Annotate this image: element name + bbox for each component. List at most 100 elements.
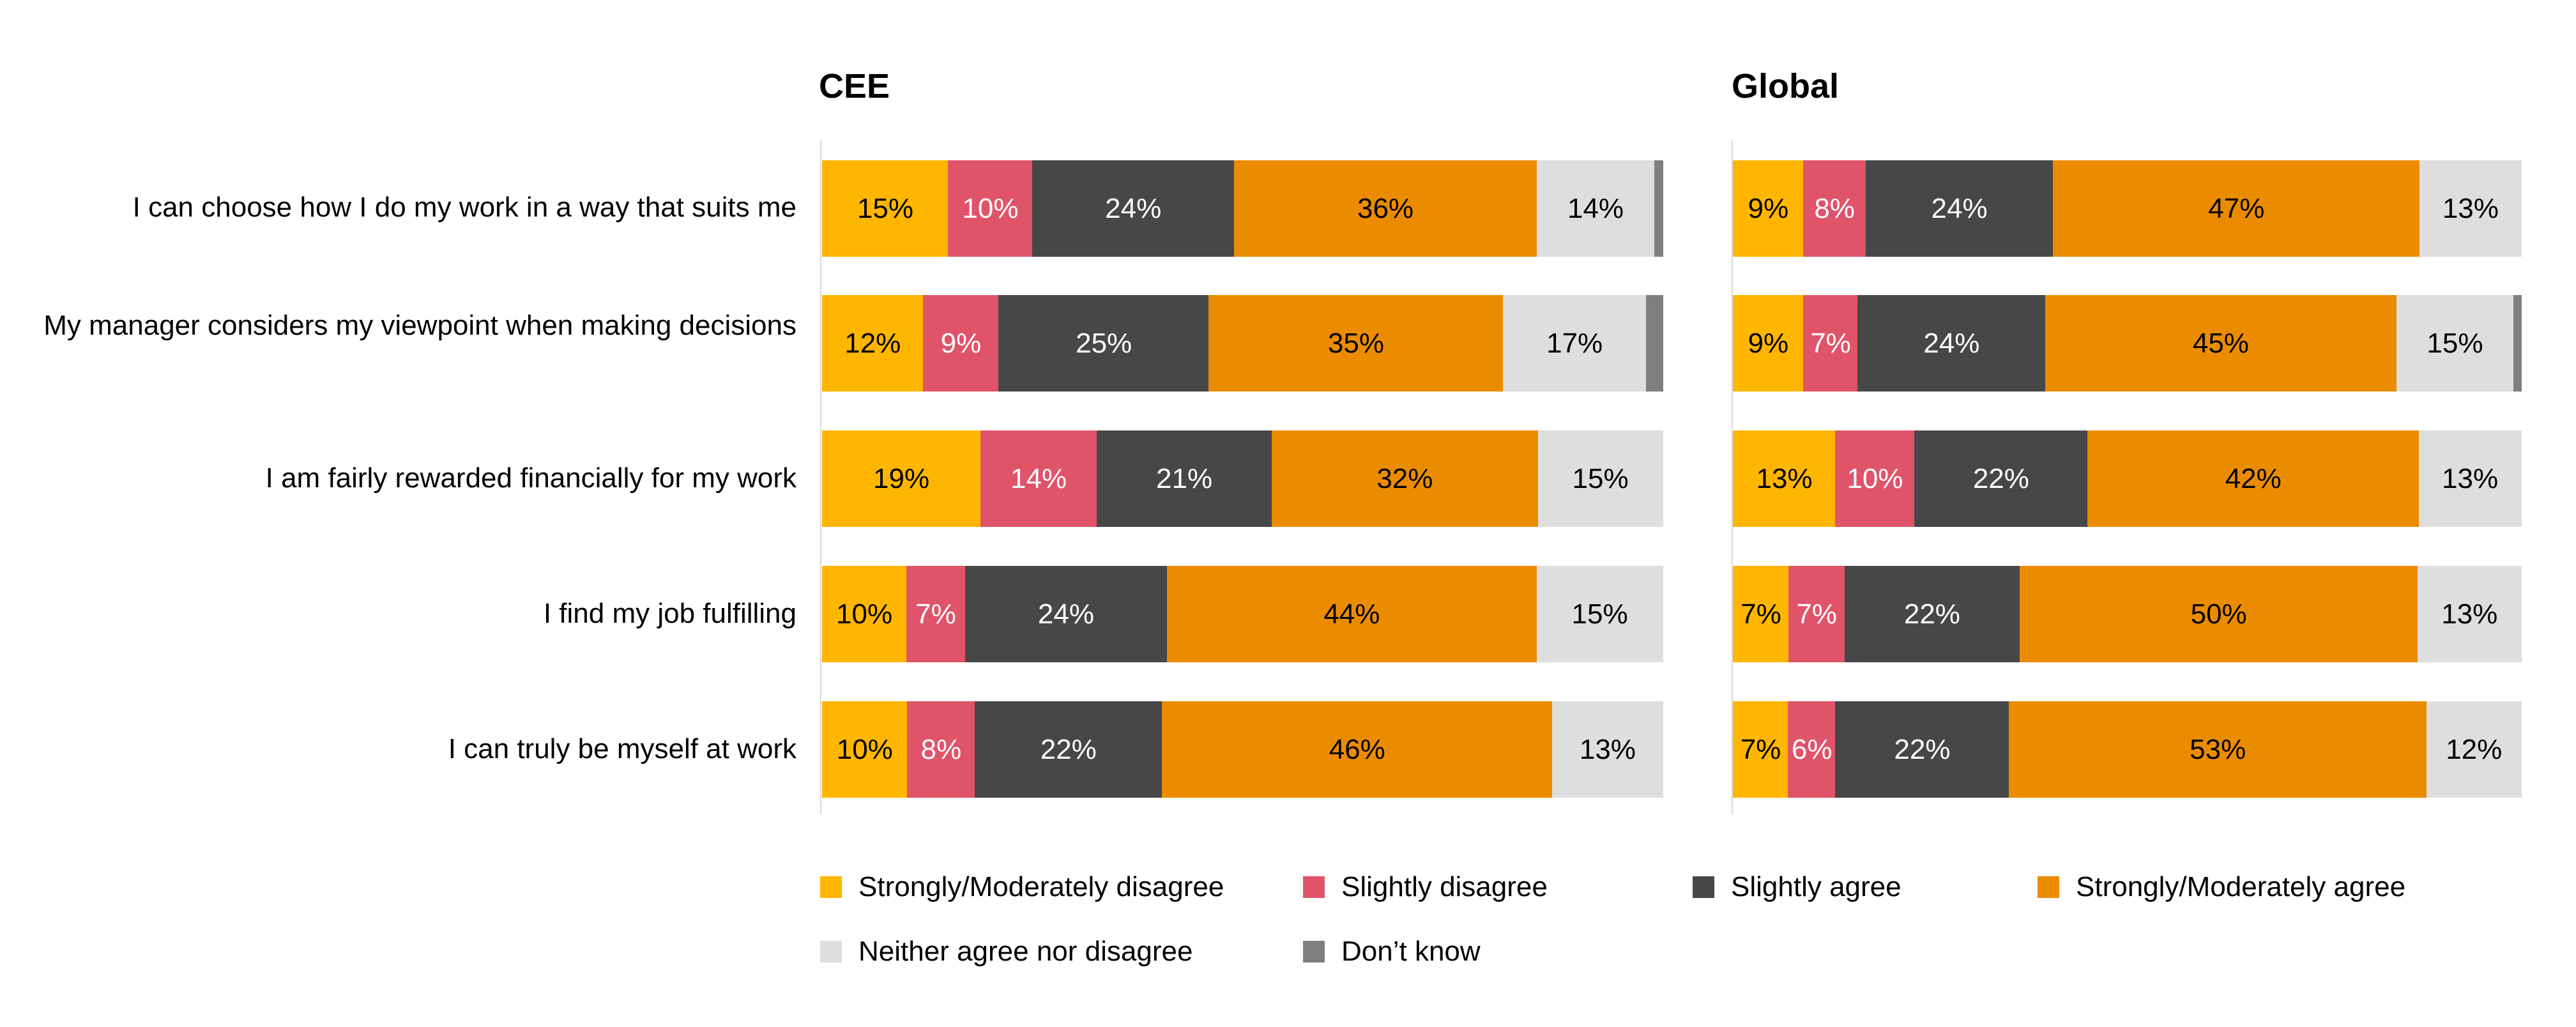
data-label: 15% [1571, 598, 1628, 630]
data-label: 24% [1105, 192, 1162, 224]
legend-label: Slightly agree [1731, 871, 1902, 902]
bar-segment: 25% [998, 295, 1209, 392]
bar-segment: 13% [1552, 701, 1663, 798]
data-label: 35% [1327, 327, 1384, 359]
bar-segment: 9% [1733, 160, 1804, 257]
axis-line-global [1732, 141, 1733, 814]
bar-segment [1654, 160, 1663, 257]
bar-segment: 42% [2087, 430, 2420, 527]
data-label: 19% [873, 462, 930, 494]
data-label: 15% [2427, 327, 2483, 359]
data-label: 50% [2190, 598, 2247, 630]
data-label: 45% [2192, 327, 2249, 359]
row-label: I can truly be myself at work [448, 733, 796, 765]
data-label: 9% [940, 327, 982, 359]
row-label: I can choose how I do my work in a way t… [132, 192, 796, 223]
data-label: 8% [1814, 192, 1855, 224]
data-label: 44% [1323, 598, 1380, 630]
data-label: 36% [1357, 192, 1414, 224]
bar-segment: 24% [1865, 160, 2054, 257]
bar-segment: 7% [1733, 566, 1789, 662]
row-label: I find my job fulfilling [543, 598, 796, 629]
data-label: 7% [1810, 327, 1851, 359]
legend-label: Slightly disagree [1341, 871, 1548, 902]
bar-segment: 9% [1733, 295, 1804, 392]
data-label: 9% [1748, 192, 1789, 224]
bar-segment: 10% [1835, 430, 1915, 527]
data-label: 13% [2442, 462, 2499, 494]
legend-label: Strongly/Moderately disagree [858, 871, 1224, 902]
bar-segment: 13% [2418, 430, 2522, 527]
bar-segment: 7% [1733, 701, 1788, 798]
data-label: 7% [1796, 598, 1837, 630]
bar-segment: 13% [2420, 160, 2522, 257]
bar-segment: 53% [2008, 701, 2427, 798]
bar-segment: 8% [1802, 160, 1866, 257]
bar-segment: 13% [1733, 430, 1836, 527]
panel-title-cee: CEE [819, 67, 890, 105]
row-label: My manager considers my viewpoint when m… [43, 310, 796, 341]
bar-segment: 14% [1536, 160, 1655, 257]
data-label: 47% [2208, 192, 2265, 224]
bar-segment: 12% [822, 295, 924, 392]
data-label: 7% [1740, 733, 1781, 765]
data-label: 22% [1972, 462, 2029, 494]
data-label: 24% [1931, 192, 1988, 224]
bar-segment: 7% [1788, 566, 1845, 662]
bar-segment: 15% [822, 160, 949, 257]
data-label: 10% [962, 192, 1019, 224]
panel-title-global: Global [1732, 67, 1840, 105]
bar-segment: 8% [906, 701, 975, 798]
bar-segment: 50% [2019, 566, 2418, 662]
data-label: 7% [915, 598, 956, 630]
data-label: 13% [1579, 733, 1636, 765]
bar-segment: 22% [1844, 566, 2020, 662]
bar-segment: 45% [2045, 295, 2397, 392]
data-label: 12% [844, 327, 901, 359]
bar-segment: 17% [1502, 295, 1647, 392]
bar-segment: 32% [1271, 430, 1539, 527]
data-label: 12% [2446, 733, 2503, 765]
legend-swatch [1693, 876, 1714, 898]
data-label: 22% [1894, 733, 1951, 765]
bar-segment: 24% [1032, 160, 1235, 257]
data-label: 25% [1076, 327, 1132, 359]
data-label: 14% [1567, 192, 1624, 224]
legend-swatch [1303, 876, 1325, 898]
legend-label: Strongly/Moderately agree [2076, 871, 2406, 902]
data-label: 22% [1903, 598, 1960, 630]
data-label: 17% [1546, 327, 1603, 359]
bar-segment: 15% [2396, 295, 2514, 392]
bar-segment: 21% [1096, 430, 1272, 527]
bar-segment: 13% [2417, 566, 2522, 662]
bar-segment: 44% [1166, 566, 1537, 662]
data-label: 22% [1040, 733, 1097, 765]
legend-item: Neither agree nor disagree [820, 936, 1193, 968]
data-label: 7% [1741, 598, 1781, 630]
legend-swatch [1303, 941, 1325, 962]
legend-label: Neither agree nor disagree [858, 936, 1193, 967]
bar-segment: 24% [964, 566, 1168, 662]
bar-segment: 10% [948, 160, 1033, 257]
legend-item: Strongly/Moderately disagree [820, 871, 1224, 903]
data-label: 13% [2442, 192, 2499, 224]
bar-segment: 14% [980, 430, 1097, 527]
bar-segment: 15% [1537, 430, 1663, 527]
data-label: 32% [1376, 462, 1433, 494]
bar-segment [1645, 295, 1663, 392]
data-label: 6% [1791, 733, 1833, 765]
data-label: 24% [1923, 327, 1980, 359]
data-label: 46% [1329, 733, 1385, 765]
legend-item: Don’t know [1303, 936, 1481, 968]
bar-segment: 19% [822, 430, 981, 527]
bar-segment: 6% [1788, 701, 1836, 798]
data-label: 15% [857, 192, 914, 224]
bar-segment: 15% [1536, 566, 1663, 662]
bar-segment: 35% [1208, 295, 1504, 392]
bar-segment: 9% [922, 295, 999, 392]
bar-segment: 47% [2052, 160, 2420, 257]
legend-swatch [2038, 876, 2059, 898]
bar-segment: 12% [2426, 701, 2522, 798]
bar-segment: 22% [1914, 430, 2088, 527]
data-label: 8% [920, 733, 962, 765]
